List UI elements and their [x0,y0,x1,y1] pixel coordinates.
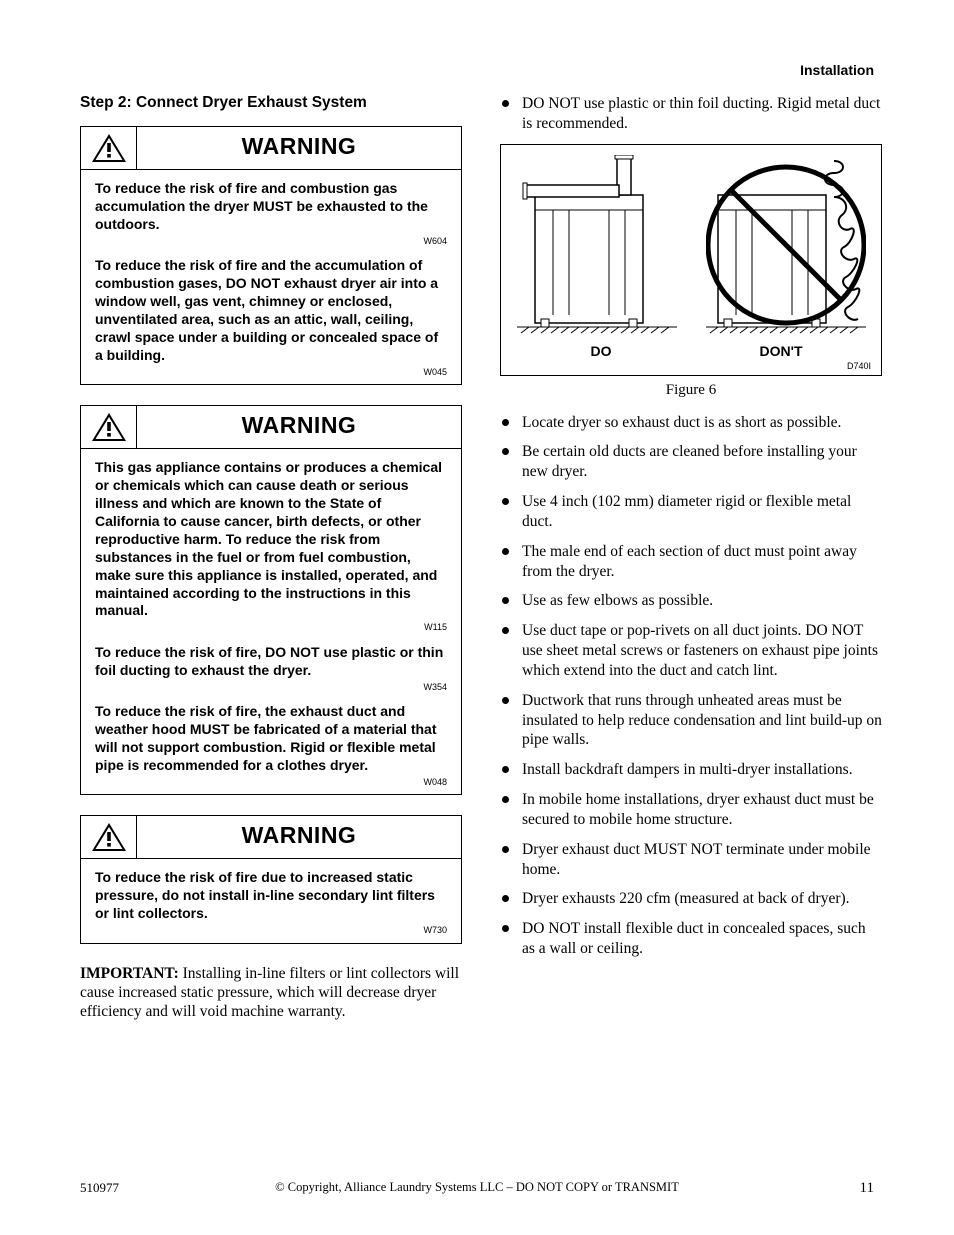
warning-code: W045 [95,367,447,379]
list-item: Use 4 inch (102 mm) diameter rigid or fl… [500,492,882,532]
section-header: Installation [800,62,874,78]
warning-text: To reduce the risk of fire and combustio… [95,180,447,234]
list-item: Use as few elbows as possible. [500,591,882,611]
warning-code: W604 [95,236,447,248]
list-item: The male end of each section of duct mus… [500,542,882,582]
important-lead: IMPORTANT: [80,965,183,982]
list-item: Dryer exhausts 220 cfm (measured at back… [500,889,882,909]
figure-diagram [511,155,871,335]
right-column: DO NOT use plastic or thin foil ducting.… [500,94,882,1022]
list-item: Use duct tape or pop-rivets on all duct … [500,621,882,680]
figure-6: DO DON'T D740I [500,144,882,376]
step-title: Step 2: Connect Dryer Exhaust System [80,94,462,112]
warning-header: WARNING [81,127,461,170]
list-item: Be certain old ducts are cleaned before … [500,442,882,482]
warning-text: To reduce the risk of fire, DO NOT use p… [95,644,447,680]
warning-icon [81,127,137,169]
two-column-layout: Step 2: Connect Dryer Exhaust System WAR… [80,94,882,1022]
list-item: In mobile home installations, dryer exha… [500,790,882,830]
warning-body: This gas appliance contains or produces … [81,449,461,794]
warning-code: W115 [95,622,447,634]
warning-text: To reduce the risk of fire, the exhaust … [95,703,447,775]
warning-code: W354 [95,682,447,694]
list-item: Dryer exhaust duct MUST NOT terminate un… [500,840,882,880]
warning-header: WARNING [81,816,461,859]
warning-text: To reduce the risk of fire due to increa… [95,869,447,923]
warning-title: WARNING [137,406,461,448]
list-item: DO NOT install flexible duct in conceale… [500,919,882,959]
list-item: DO NOT use plastic or thin foil ducting.… [500,94,882,134]
list-item: Install backdraft dampers in multi-dryer… [500,760,882,780]
dont-label: DON'T [691,343,871,359]
figure-labels: DO DON'T [511,343,871,359]
warning-title: WARNING [137,127,461,169]
warning-text: To reduce the risk of fire and the accum… [95,257,447,364]
warning-code: W730 [95,925,447,937]
important-note: IMPORTANT: Installing in-line filters or… [80,964,462,1022]
footer-copyright: © Copyright, Alliance Laundry Systems LL… [80,1180,874,1195]
warning-text: This gas appliance contains or produces … [95,459,447,620]
warning-body: To reduce the risk of fire and combustio… [81,170,461,384]
warning-body: To reduce the risk of fire due to increa… [81,859,461,942]
warning-header: WARNING [81,406,461,449]
list-item: Ductwork that runs through unheated area… [500,691,882,750]
figure-caption: Figure 6 [500,382,882,399]
do-diagram-icon [517,155,677,335]
warning-icon [81,406,137,448]
left-column: Step 2: Connect Dryer Exhaust System WAR… [80,94,462,1022]
warning-box-1: WARNING To reduce the risk of fire and c… [80,126,462,385]
list-item: Locate dryer so exhaust duct is as short… [500,413,882,433]
page-footer: 510977 © Copyright, Alliance Laundry Sys… [80,1180,874,1197]
figure-code: D740I [511,361,871,371]
dont-diagram-icon [706,155,866,335]
warning-icon [81,816,137,858]
warning-box-2: WARNING This gas appliance contains or p… [80,405,462,795]
bullet-list-top: DO NOT use plastic or thin foil ducting.… [500,94,882,134]
warning-code: W048 [95,777,447,789]
bullet-list: Locate dryer so exhaust duct is as short… [500,413,882,959]
warning-title: WARNING [137,816,461,858]
do-label: DO [511,343,691,359]
warning-box-3: WARNING To reduce the risk of fire due t… [80,815,462,943]
